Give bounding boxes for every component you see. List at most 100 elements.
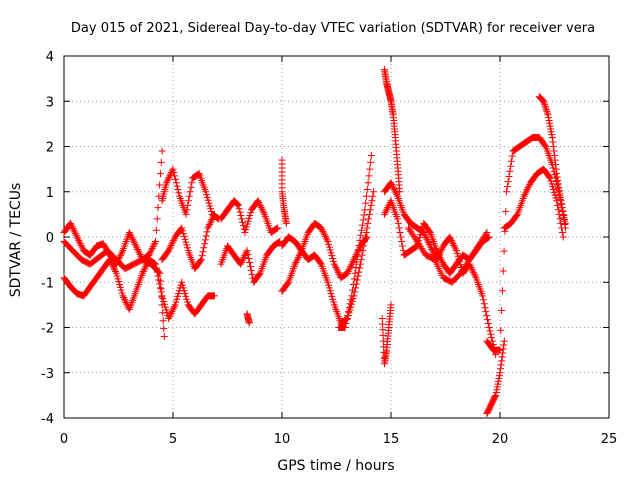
- data-point-interp: [353, 258, 361, 266]
- data-point-interp: [356, 236, 364, 244]
- data-point-interp: [126, 230, 134, 238]
- data-point-interp: [352, 264, 360, 272]
- data-point-interp: [199, 248, 207, 256]
- data-point: [125, 228, 133, 236]
- data-point-interp: [344, 268, 352, 276]
- data-point-interp: [559, 210, 567, 218]
- data-point: [559, 233, 567, 241]
- data-point-interp: [146, 249, 154, 257]
- data-point-interp: [425, 227, 433, 235]
- data-point: [356, 260, 364, 268]
- data-point-interp: [198, 252, 206, 260]
- data-point: [361, 206, 369, 214]
- data-point-interp: [542, 104, 550, 112]
- data-point: [274, 224, 282, 232]
- data-point-interp: [331, 262, 339, 270]
- data-point-interp: [497, 361, 505, 369]
- data-point: [343, 269, 351, 277]
- data-point-interp: [168, 167, 176, 175]
- series-track-13: [378, 301, 395, 368]
- data-point-interp: [481, 304, 489, 312]
- data-point: [197, 256, 205, 264]
- data-point: [394, 215, 402, 223]
- data-point-interp: [513, 212, 521, 220]
- data-point-interp: [158, 301, 166, 309]
- data-point: [548, 133, 556, 141]
- series-track-18: [483, 337, 508, 417]
- data-point-interp: [147, 246, 155, 254]
- data-point: [73, 233, 81, 241]
- series-track-20: [500, 165, 567, 241]
- data-point-interp: [170, 236, 178, 244]
- data-point: [496, 346, 504, 354]
- data-point-interp: [159, 309, 167, 317]
- x-tick-label: 5: [169, 432, 177, 447]
- data-point-interp: [358, 221, 366, 229]
- data-point-interp: [549, 138, 557, 146]
- data-point-interp: [358, 226, 366, 234]
- data-point-interp: [508, 152, 516, 160]
- data-point-interp: [172, 179, 180, 187]
- data-point-interp: [207, 217, 215, 225]
- series-track-3: [60, 238, 168, 341]
- data-point-interp: [553, 201, 561, 209]
- data-point-interp: [173, 182, 181, 190]
- data-point-interp: [239, 255, 247, 263]
- data-point-interp: [355, 268, 363, 276]
- data-point: [291, 260, 299, 268]
- data-point-interp: [165, 174, 173, 182]
- data-point-interp: [236, 208, 244, 216]
- data-point-interp: [560, 217, 568, 225]
- data-point-interp: [392, 189, 400, 197]
- data-point-interp: [118, 248, 126, 256]
- y-axis-label: SDTVAR / TECUs: [8, 183, 24, 298]
- data-point-interp: [157, 158, 165, 166]
- data-point-interp: [363, 185, 371, 193]
- data-point-interp: [170, 304, 178, 312]
- data-point: [165, 247, 173, 255]
- data-point-interp: [349, 281, 357, 289]
- data-point: [363, 224, 371, 232]
- data-point-interp: [76, 238, 84, 246]
- series-track-14: [380, 66, 404, 196]
- x-tick-label: 25: [601, 432, 618, 447]
- data-point-interp: [233, 200, 241, 208]
- data-point-interp: [396, 228, 404, 236]
- series-track-6: [217, 197, 282, 236]
- data-point-interp: [438, 245, 446, 253]
- data-point-interp: [297, 248, 305, 256]
- data-point-interp: [554, 180, 562, 188]
- data-point-interp: [434, 248, 442, 256]
- data-point-interp: [367, 201, 375, 209]
- data-point-interp: [69, 225, 77, 233]
- data-point-interp: [244, 251, 252, 259]
- data-point-interp: [497, 326, 505, 334]
- data-point-interp: [296, 250, 304, 258]
- data-point-interp: [425, 240, 433, 248]
- data-point-interp: [551, 152, 558, 160]
- data-point-interp: [235, 205, 243, 213]
- data-point-interp: [359, 216, 367, 224]
- data-point-interp: [362, 234, 370, 242]
- data-point-interp: [72, 231, 80, 239]
- data-point-interp: [362, 199, 370, 207]
- data-point-interp: [344, 312, 352, 320]
- data-point-interp: [352, 251, 360, 259]
- data-point-interp: [214, 214, 222, 222]
- data-point-interp: [554, 176, 562, 184]
- data-point: [553, 170, 561, 178]
- data-point-interp: [166, 311, 174, 319]
- series-track-9: [278, 156, 290, 227]
- data-point-interp: [129, 235, 137, 243]
- data-point-interp: [141, 264, 149, 272]
- data-point-interp: [471, 272, 479, 280]
- series-track-12: [335, 152, 375, 331]
- data-point-interp: [169, 306, 177, 314]
- data-point-interp: [360, 211, 368, 219]
- data-point-interp: [549, 143, 557, 150]
- data-point-interp: [70, 226, 78, 234]
- series-track-10: [278, 188, 378, 327]
- y-tick-label: 3: [46, 95, 54, 110]
- data-point: [496, 369, 504, 377]
- data-point-interp: [552, 165, 560, 173]
